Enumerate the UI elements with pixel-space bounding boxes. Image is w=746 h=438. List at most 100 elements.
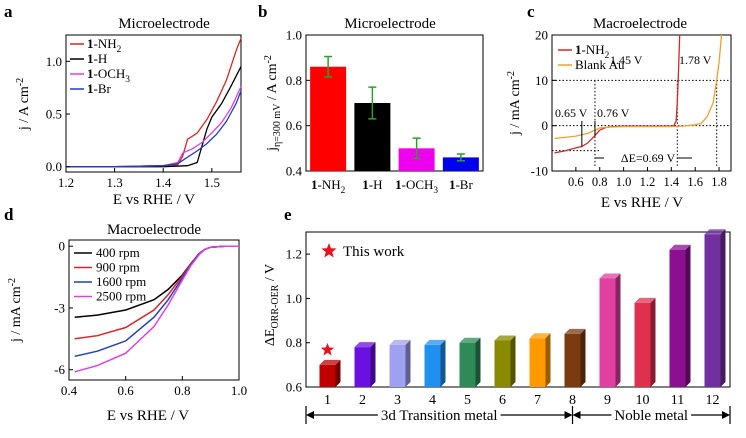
- panel-b-ytick-label-3: 0.8: [286, 73, 302, 88]
- panel-e-bar-top-4: [424, 339, 446, 345]
- panel-c-ytick-label-2: 0: [542, 118, 549, 133]
- panel-e-group2-label: Noble metal: [614, 408, 688, 424]
- panel-e-bar-top-8: [564, 328, 586, 334]
- panel-c-legend-label-2: Blank Au: [575, 57, 625, 72]
- panel-b-letter: b: [258, 2, 267, 21]
- panel-b-title: Microelectrode: [344, 16, 436, 32]
- panel-d-ytick-label-2: -3: [54, 300, 65, 315]
- panel-e-bar-side-5: [475, 337, 481, 387]
- panel-b-frame: [305, 34, 484, 172]
- panel-a-xtick-label-2: 1.3: [106, 175, 122, 190]
- panel-e-xtick-label-10: 10: [636, 393, 650, 408]
- panel-c-ytick-label-1: -10: [531, 164, 548, 179]
- panel-a-yticks: 0.0 0.5 1.0: [46, 54, 70, 174]
- panel-a-title: Microelectrode: [118, 16, 210, 32]
- panel-c-plot: [552, 34, 731, 167]
- panel-b-category-1: 1-NH2: [311, 177, 346, 196]
- panel-e-xtick-label-4: 4: [429, 393, 436, 408]
- panel-a-plot: [66, 37, 242, 168]
- panel-e-star-icon: [320, 342, 335, 356]
- panel-d-title: Macroelectrode: [107, 222, 201, 238]
- panel-d-xlabel: E vs RHE / V: [107, 408, 189, 424]
- panel-b-ytick-label-1: 0.4: [286, 164, 303, 179]
- panel-e-bar-side-3: [405, 339, 411, 387]
- panel-c-xticks: 0.6 0.8 1.0 1.2 1.4 1.6 1.8: [568, 167, 727, 189]
- panel-c-xtick-label-1: 0.6: [568, 175, 584, 189]
- panel-a-xtick-label-3: 1.4: [155, 175, 172, 190]
- panel-e-bar-side-10: [650, 297, 656, 387]
- panel-c-xtick-label-6: 1.6: [687, 175, 703, 189]
- panel-e-bar-side-2: [370, 342, 376, 387]
- panel-c-xtick-label-4: 1.2: [640, 175, 656, 189]
- panel-e-xtick-label-7: 7: [534, 393, 541, 408]
- panel-e-bar-top-1: [319, 359, 341, 365]
- panel-e-group2-arrow-head-left: [572, 411, 581, 419]
- panel-e-group1-arrow-head-right: [564, 411, 573, 419]
- panel-d-ylabel: j / mA cm-2: [7, 278, 24, 343]
- panel-a: a Microelectrode 1.2 1.3 1.4 1.5 0.00.51.0 …: [4, 2, 242, 208]
- panel-b-ylabel: jη=300 mV / A cm-2: [263, 55, 283, 152]
- panel-d-ytick-label-3: 0: [59, 239, 66, 254]
- panel-e-legend-label: This work: [343, 244, 405, 260]
- panel-a-ytick-label-2: 0.5: [46, 107, 62, 122]
- panel-e-ylabel: ΔEORR-OER / V: [263, 264, 281, 346]
- panel-c-legend-label-1: 1-NH2: [575, 42, 610, 61]
- panel-e-bar-side-12: [720, 229, 726, 387]
- panel-d-plot: [74, 245, 239, 373]
- panel-c-ytick-label-4: 20: [535, 28, 548, 43]
- panel-d-legend-label-3: 1600 rpm: [96, 274, 146, 289]
- panel-e-group1-label-bg: [377, 408, 501, 424]
- panel-c-xlabel: E vs RHE / V: [601, 195, 683, 211]
- panel-e-xticks: 1 2 3 4 5 6 7 8 9 10 11 12: [324, 393, 720, 408]
- panel-e-yticks: 0.6 0.8 1.0 1.2: [286, 247, 310, 395]
- panel-e-bar-10: [634, 302, 651, 387]
- panel-c-ytick-label-3: 10: [535, 73, 548, 88]
- panel-d-legend-label-2: 900 rpm: [96, 260, 140, 275]
- panel-b-bar-1: [310, 66, 347, 171]
- panel-c-frame: [551, 34, 732, 172]
- panel-e-bar-side-8: [580, 328, 586, 387]
- panel-e-bar-7: [529, 338, 546, 387]
- panel-e: e 0.60.81.01.2 1 2 3 4 5 6 7 8 9 10 11 12 ΔEORR-OER…: [263, 205, 731, 424]
- panel-d-yticks: -6 -3 0: [54, 239, 73, 377]
- panel-d-frame: [68, 239, 240, 381]
- panel-c-annot-deltae: ΔE=0.69 V: [621, 151, 676, 165]
- panel-a-legend-label-4: 1-Br: [87, 81, 112, 96]
- panel-c-annot-076: 0.76 V: [597, 106, 630, 120]
- panel-a-xlabel: E vs RHE / V: [113, 192, 195, 208]
- panel-e-xtick-label-8: 8: [569, 393, 576, 408]
- panel-d-xtick-label-3: 0.8: [174, 383, 190, 398]
- panel-e-bar-side-1: [335, 359, 341, 387]
- panel-a-ylabel: j / A cm-2: [15, 78, 32, 131]
- panel-c-title: Macroelectrode: [593, 16, 687, 32]
- panel-b-plot: [310, 55, 479, 171]
- panel-e-xtick-label-6: 6: [499, 393, 506, 408]
- panel-e-group2-label-bg: [611, 408, 692, 424]
- panel-e-bar-3: [389, 344, 406, 387]
- panel-e-ytick-label-1: 0.6: [286, 380, 303, 395]
- panel-d-legend-label-4: 2500 rpm: [96, 289, 146, 304]
- panel-c-xtick-label-3: 1.0: [616, 175, 632, 189]
- panel-e-letter: e: [284, 205, 292, 224]
- panel-a-xtick-label-4: 1.5: [204, 175, 220, 190]
- panel-a-frame: [65, 34, 242, 173]
- panel-e-legend-star-icon: [321, 243, 337, 258]
- panel-e-group1-arrow-head-left: [306, 411, 314, 419]
- panel-e-ytick-label-2: 0.8: [286, 335, 302, 350]
- panel-c-xtick-label-7: 1.8: [711, 175, 727, 189]
- panel-e-groups: 3d Transition metal Noble metal: [305, 406, 731, 424]
- panel-c-series-2: [554, 34, 723, 140]
- panel-e-ytick-label-4: 1.2: [286, 247, 302, 262]
- panel-d-legend-label-1: 400 rpm: [96, 245, 140, 260]
- panel-e-bar-6: [494, 340, 511, 387]
- panel-e-xtick-label-9: 9: [604, 393, 611, 408]
- panel-d-ytick-label-1: -6: [54, 362, 65, 377]
- panel-e-bar-top-9: [599, 273, 621, 279]
- panel-c-xtick-label-2: 0.8: [592, 175, 608, 189]
- panel-e-legend: This work: [321, 243, 405, 260]
- panel-e-bar-4: [424, 344, 441, 387]
- panel-c-annot-065: 0.65 V: [555, 106, 588, 120]
